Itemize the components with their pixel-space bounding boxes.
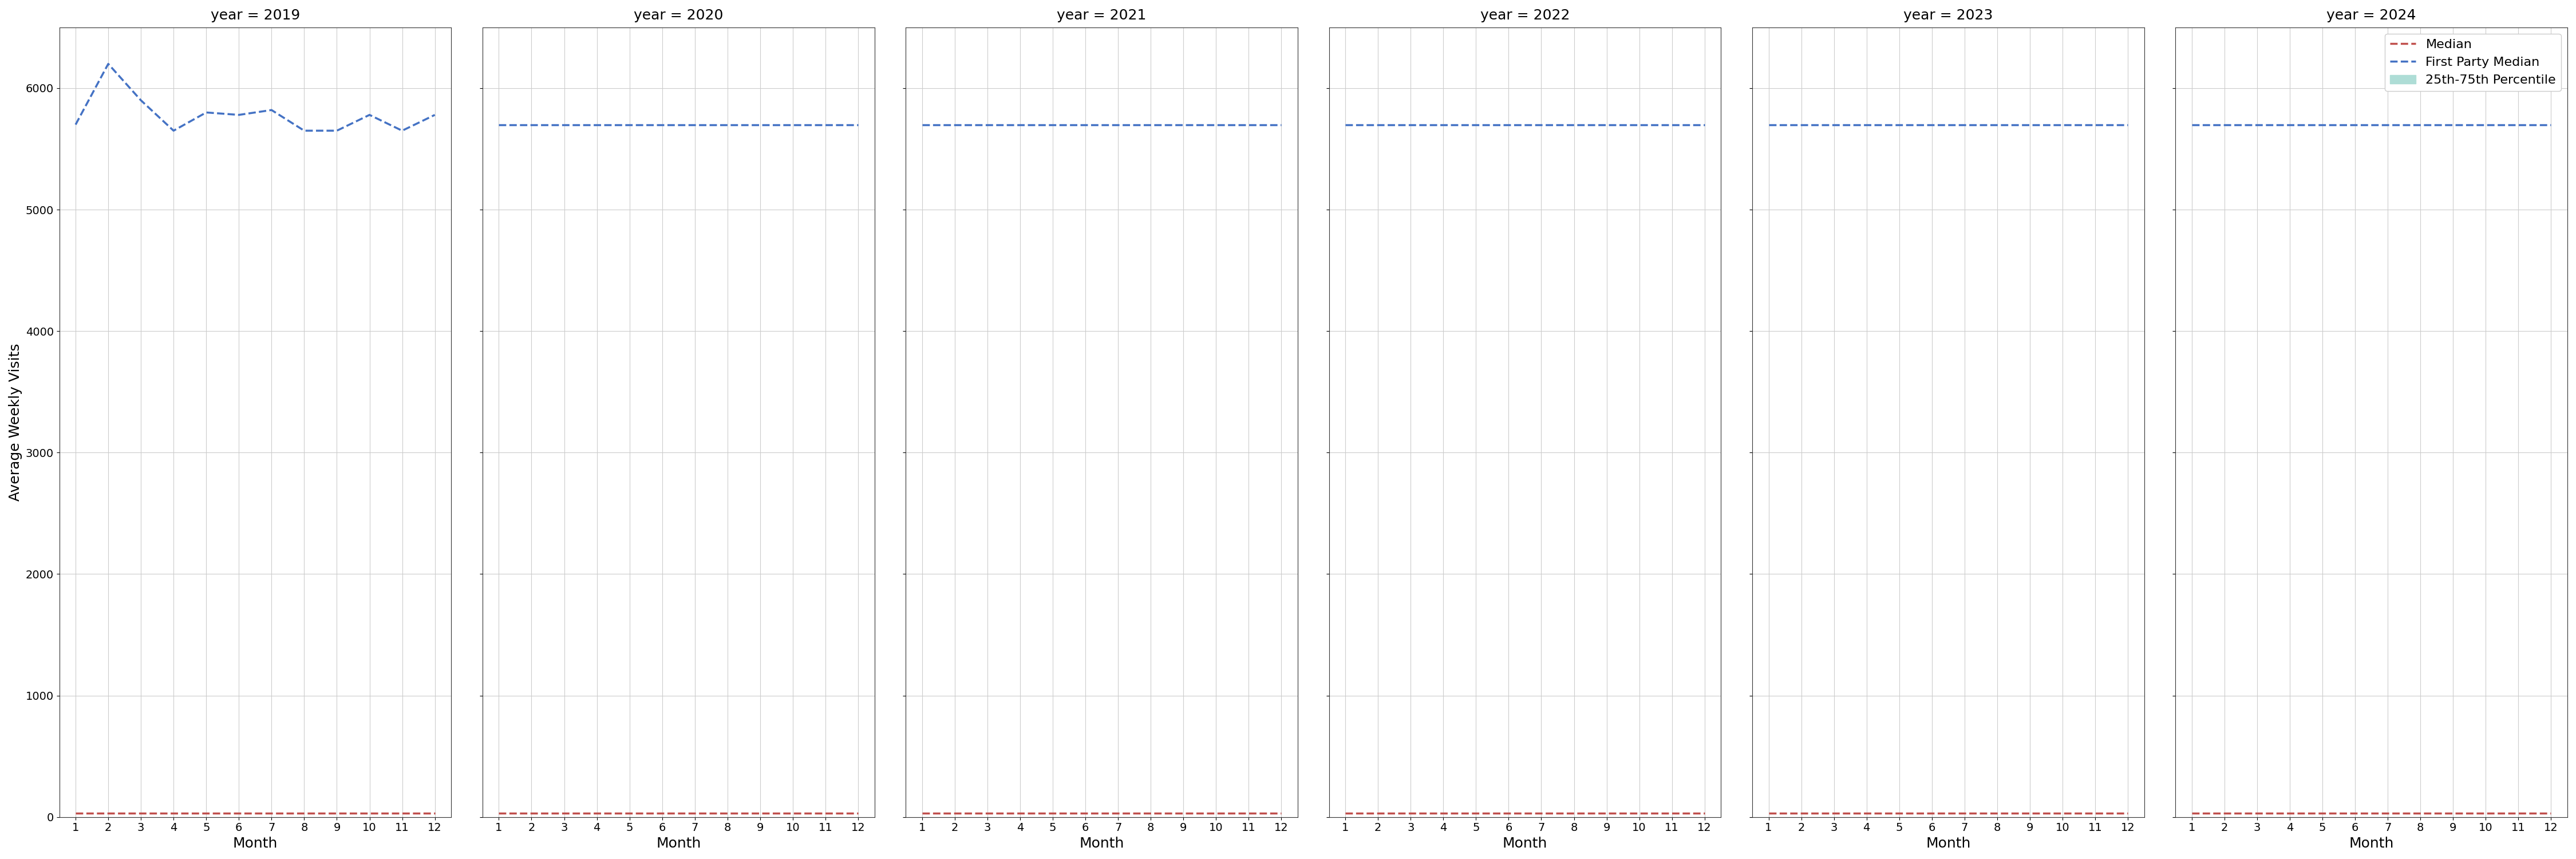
X-axis label: Month: Month xyxy=(1079,837,1123,850)
X-axis label: Month: Month xyxy=(232,837,278,850)
Title: year = 2020: year = 2020 xyxy=(634,9,724,22)
X-axis label: Month: Month xyxy=(2349,837,2393,850)
Title: year = 2019: year = 2019 xyxy=(211,9,299,22)
Legend: Median, First Party Median, 25th-75th Percentile: Median, First Party Median, 25th-75th Pe… xyxy=(2385,34,2561,91)
X-axis label: Month: Month xyxy=(1502,837,1548,850)
Y-axis label: Average Weekly Visits: Average Weekly Visits xyxy=(8,344,23,501)
Title: year = 2023: year = 2023 xyxy=(1904,9,1994,22)
X-axis label: Month: Month xyxy=(657,837,701,850)
Title: year = 2024: year = 2024 xyxy=(2326,9,2416,22)
Title: year = 2021: year = 2021 xyxy=(1056,9,1146,22)
Title: year = 2022: year = 2022 xyxy=(1481,9,1569,22)
X-axis label: Month: Month xyxy=(1927,837,1971,850)
